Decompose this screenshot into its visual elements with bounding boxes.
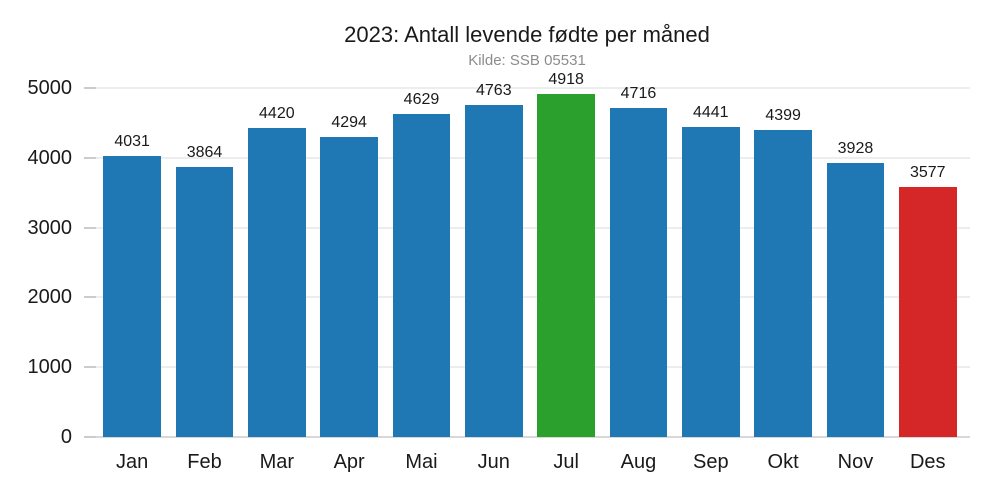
x-axis-line [84,436,970,438]
bar-value-label-apr: 4294 [331,114,367,132]
bar-slot-sep: 4441 [675,88,747,437]
y-tick-mark-0 [84,436,96,438]
bar-slot-mar: 4420 [241,88,313,437]
bar-slot-jul: 4918 [530,71,602,437]
bar-slot-jun: 4763 [458,82,530,437]
bar-value-label-feb: 3864 [186,144,223,162]
x-tick-label-nov: Nov [837,451,874,473]
gridline-4000 [84,156,970,159]
bar-slot-des: 3577 [892,88,964,437]
bar-apr [320,137,379,437]
plot-area: 4031 3864 4420 4294 4629 4763 4918 4716 4441 4399… [84,71,970,438]
gridline-3000 [84,226,970,229]
x-tick-label-apr: Apr [333,451,365,473]
bar-jul [537,93,596,437]
bar-value-label-mai: 4629 [403,90,440,108]
bar-value-label-aug: 4716 [620,84,657,102]
bar-value-label-jun: 4763 [476,81,512,99]
bar-value-label-okt: 4399 [765,106,801,124]
bar-value-label-des: 3577 [909,164,946,182]
bar-jun [464,104,523,437]
x-tick-label-jan: Jan [116,451,149,473]
y-tick-label-5000: 5000 [27,77,73,99]
bar-okt [754,129,813,437]
chart-subtitle: Kilde: SSB 05531 [468,52,586,69]
chart-title: 2023: Antall levende fødte per måned [344,22,710,47]
y-tick-label-3000: 3000 [27,216,73,239]
x-tick-label-jun: Jun [477,451,510,473]
bar-slot-feb: 3864 [168,88,240,437]
y-tick-label-4000: 4000 [27,146,73,169]
y-tick-mark-2000 [84,296,96,299]
bar-des [898,187,957,437]
x-tick-label-sep: Sep [692,451,729,473]
x-tick-label-mai: Mai [405,451,438,473]
gridline-1000 [84,366,970,369]
bar-sep [681,127,740,437]
gridline-5000 [84,87,970,89]
bar-nov [826,162,885,437]
bar-slot-aug: 4716 [602,84,674,437]
y-tick-mark-3000 [84,226,96,229]
y-tick-label-0: 0 [60,426,72,448]
x-tick-label-aug: Aug [620,451,657,473]
x-tick-label-jul: Jul [553,451,579,473]
bar-value-label-mar: 4420 [259,105,295,123]
bar-value-label-jul: 4918 [548,70,584,88]
gridline-2000 [84,296,970,299]
bar-value-label-sep: 4441 [692,104,729,122]
bar-slot-apr: 4294 [313,88,385,437]
bar-slot-jan: 4031 [96,88,168,437]
y-tick-mark-1000 [84,366,96,369]
x-axis-labels: Jan Feb Mar Apr Mai Jun Jul Aug Sep Okt Nov Des [84,450,970,474]
x-tick-label-des: Des [909,451,946,473]
y-tick-mark-5000 [84,87,96,89]
bar-slot-okt: 4399 [747,88,819,437]
y-tick-mark-4000 [84,156,96,159]
y-tick-label-2000: 2000 [27,286,73,309]
bar-value-label-jan: 4031 [114,132,150,150]
bar-value-label-nov: 3928 [837,139,874,157]
bar-feb [175,167,234,437]
x-tick-label-okt: Okt [767,451,799,473]
bar-jan [103,155,162,437]
bar-mai [392,113,451,437]
bars-row: 4031 3864 4420 4294 4629 4763 4918 4716 4441 4399… [84,71,970,437]
bar-slot-nov: 3928 [819,88,891,437]
x-tick-label-feb: Feb [187,451,222,473]
y-tick-label-1000: 1000 [27,356,73,379]
bar-aug [609,107,668,437]
bar-mar [247,128,306,437]
x-tick-label-mar: Mar [259,451,295,473]
bar-slot-mai: 4629 [385,88,457,437]
